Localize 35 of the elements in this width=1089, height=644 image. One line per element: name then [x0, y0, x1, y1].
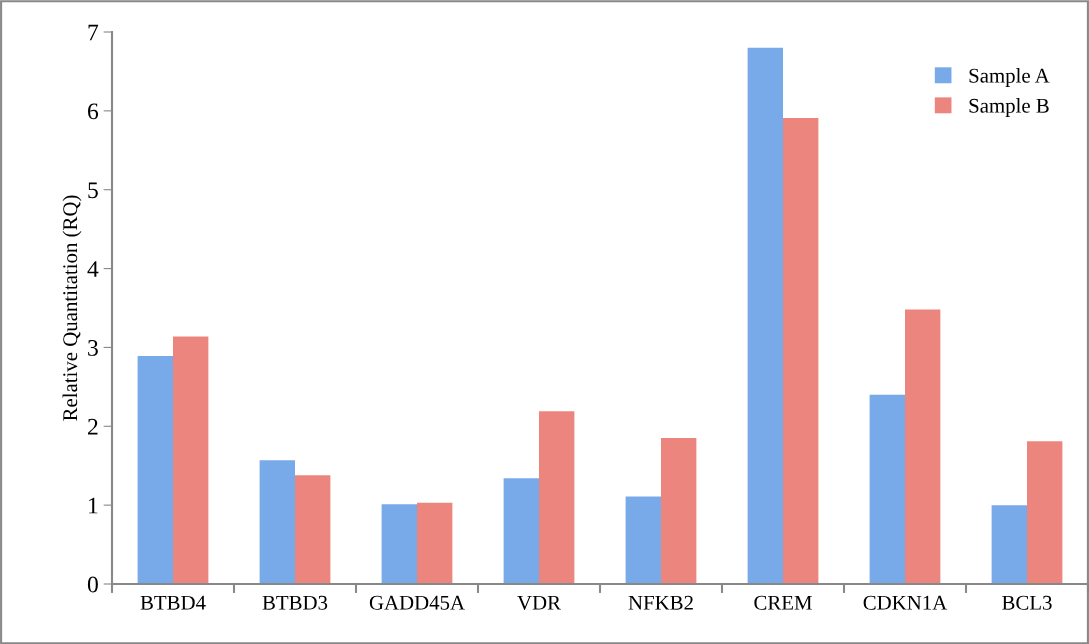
x-tick-label: GADD45A [369, 595, 465, 610]
bar [503, 478, 539, 584]
y-tick-label: 2 [88, 418, 98, 435]
y-tick-label: 7 [88, 24, 99, 41]
y-tick-label: 5 [88, 182, 98, 199]
y-tick-label: 1 [89, 497, 98, 514]
bar [991, 505, 1027, 584]
bar [661, 438, 697, 584]
bar [869, 394, 905, 584]
x-tick-label: BTBD3 [262, 595, 328, 610]
x-tick-label: BTBD4 [140, 595, 206, 610]
bar [539, 411, 575, 584]
legend-label: Sample A [969, 68, 1050, 87]
x-tick-label: VDR [517, 595, 561, 610]
x-tick-label: BCL3 [1002, 595, 1052, 610]
bar [381, 504, 417, 584]
x-tick-label: CREM [754, 595, 812, 610]
x-tick-label: CDKN1A [863, 595, 948, 610]
y-tick-label: 3 [88, 339, 98, 356]
bar [905, 309, 941, 584]
y-tick-label: 0 [87, 576, 98, 593]
bar [625, 496, 661, 584]
bar [295, 475, 331, 584]
x-tick-label: NFKB2 [628, 595, 693, 610]
bar [417, 502, 453, 584]
bar [259, 460, 295, 584]
legend-label: Sample B [969, 98, 1049, 118]
y-axis-title: Relative Quantitation (RQ) [62, 195, 82, 421]
bar [137, 356, 173, 584]
bar [747, 47, 783, 584]
y-tick-label: 6 [88, 103, 99, 120]
bar [173, 336, 209, 584]
bar [783, 117, 819, 584]
y-tick-label: 4 [87, 261, 99, 277]
bar [1027, 441, 1063, 584]
